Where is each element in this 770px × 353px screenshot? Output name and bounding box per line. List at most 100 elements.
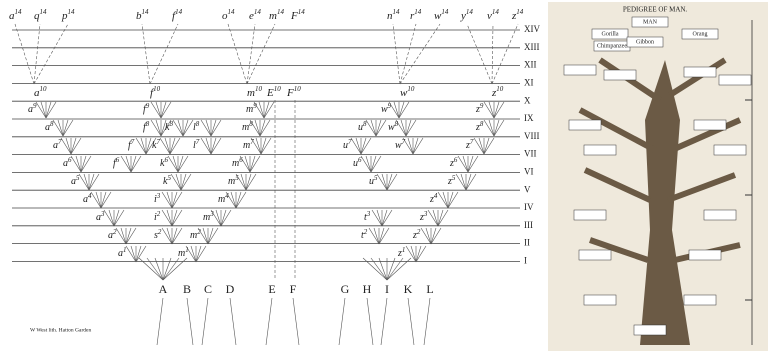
superscript: 8 xyxy=(480,120,484,128)
box xyxy=(579,250,611,260)
species-label: H xyxy=(363,282,372,296)
letter: m xyxy=(242,122,249,133)
species-label: C xyxy=(204,282,212,296)
superscript: 8 xyxy=(196,120,200,128)
superscript: 8 xyxy=(146,120,150,128)
superscript: 14 xyxy=(393,8,401,16)
superscript: 5 xyxy=(167,174,171,182)
superscript: 7 xyxy=(196,138,200,146)
species-label: K xyxy=(404,282,413,296)
superscript: 10 xyxy=(294,85,302,93)
superscript: 1 xyxy=(123,246,127,254)
superscript: 1 xyxy=(402,246,406,254)
superscript: 14 xyxy=(277,8,285,16)
generation-label: V xyxy=(524,184,531,194)
superscript: 3 xyxy=(366,210,371,218)
superscript: 6 xyxy=(164,156,168,164)
superscript: 5 xyxy=(452,174,456,182)
generation-label: IX xyxy=(524,113,534,123)
generation-label: VIII xyxy=(524,131,540,141)
letter: m xyxy=(232,158,239,169)
superscript: 7 xyxy=(131,138,135,146)
superscript: 6 xyxy=(116,156,120,164)
superscript: 2 xyxy=(197,228,201,236)
superscript: 7 xyxy=(470,138,474,146)
superscript: 10 xyxy=(407,85,415,93)
box xyxy=(684,67,716,77)
superscript: 14 xyxy=(40,8,48,16)
superscript: 14 xyxy=(492,8,500,16)
superscript: 8 xyxy=(249,120,253,128)
superscript: 2 xyxy=(417,228,421,236)
generation-label: II xyxy=(524,238,530,248)
box xyxy=(634,325,666,335)
superscript: 4 xyxy=(434,192,438,200)
species-label: E xyxy=(268,282,275,296)
page: XIVXIIIXIIXIXIXVIIIVIIVIVIVIIIIIIa14q14p… xyxy=(0,0,770,353)
species-label: A xyxy=(159,282,168,296)
superscript: 8 xyxy=(169,120,173,128)
box xyxy=(604,70,636,80)
superscript: 10 xyxy=(40,85,48,93)
superscript: 10 xyxy=(274,85,282,93)
generation-label: III xyxy=(524,220,533,230)
species-label: I xyxy=(385,282,389,296)
box xyxy=(714,145,746,155)
superscript: 14 xyxy=(142,8,150,16)
generation-label: XIV xyxy=(524,24,540,34)
superscript: 14 xyxy=(466,8,474,16)
pedigree-label: Chimpanzee xyxy=(597,43,627,49)
generation-label: I xyxy=(524,255,527,265)
superscript: 14 xyxy=(516,8,524,16)
box xyxy=(684,295,716,305)
superscript: 9 xyxy=(480,102,484,110)
superscript: 9 xyxy=(253,102,257,110)
generation-label: XIII xyxy=(524,42,540,52)
superscript: 7 xyxy=(250,138,254,146)
generation-label: VII xyxy=(524,149,537,159)
generation-label: X xyxy=(524,95,531,105)
superscript: 5 xyxy=(235,174,239,182)
superscript: 3 xyxy=(423,210,428,218)
superscript: 10 xyxy=(496,85,504,93)
pedigree-label: Gibbon xyxy=(636,39,654,45)
species-label: D xyxy=(226,282,235,296)
letter: m xyxy=(247,87,255,99)
superscript: 14 xyxy=(175,8,183,16)
letter: m xyxy=(178,248,185,259)
box xyxy=(574,210,606,220)
superscript: 14 xyxy=(228,8,236,16)
letter: m xyxy=(218,194,225,205)
superscript: 2 xyxy=(158,228,162,236)
letter: m xyxy=(246,104,253,115)
box xyxy=(569,120,601,130)
letter: m xyxy=(203,212,210,223)
pedigree-label: MAN xyxy=(643,19,658,25)
species-label: L xyxy=(426,282,433,296)
generation-label: IV xyxy=(524,202,534,212)
generation-label: VI xyxy=(524,166,534,176)
superscript: 14 xyxy=(68,8,76,16)
superscript: 14 xyxy=(254,8,262,16)
box xyxy=(584,295,616,305)
superscript: 2 xyxy=(364,228,368,236)
superscript: 3 xyxy=(156,192,161,200)
letter: m xyxy=(269,10,277,22)
species-label: B xyxy=(183,282,191,296)
letter: m xyxy=(243,140,250,151)
box xyxy=(719,75,751,85)
superscript: 10 xyxy=(255,85,263,93)
credit: W West lith. Hatton Garden xyxy=(30,327,91,333)
superscript: 4 xyxy=(225,192,229,200)
superscript: 14 xyxy=(15,8,23,16)
superscript: 10 xyxy=(153,85,161,93)
superscript: 14 xyxy=(441,8,449,16)
pedigree-of-man: PEDIGREE OF MAN.MANGorillaChimpanzeeOran… xyxy=(548,2,768,351)
superscript: 7 xyxy=(156,138,160,146)
superscript: 9 xyxy=(146,102,150,110)
box xyxy=(564,65,596,75)
superscript: 14 xyxy=(298,8,306,16)
box xyxy=(584,145,616,155)
species-label: F xyxy=(290,282,297,296)
generation-label: XI xyxy=(524,77,534,87)
